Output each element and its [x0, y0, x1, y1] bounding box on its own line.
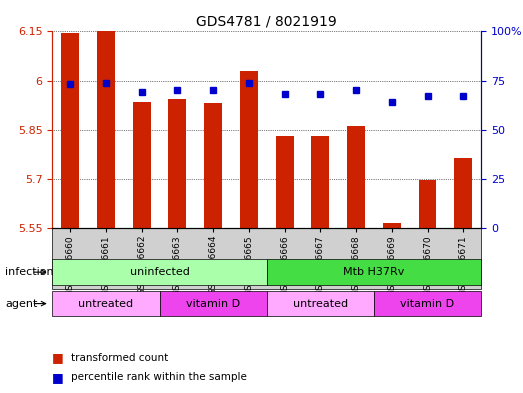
- Bar: [383, 223, 401, 228]
- Text: infection: infection: [5, 267, 54, 277]
- Bar: [347, 127, 365, 228]
- Bar: [168, 99, 186, 228]
- Bar: [418, 180, 437, 228]
- Title: GDS4781 / 8021919: GDS4781 / 8021919: [196, 15, 337, 29]
- Text: vitamin D: vitamin D: [186, 299, 240, 309]
- Text: untreated: untreated: [293, 299, 348, 309]
- Text: Mtb H37Rv: Mtb H37Rv: [343, 267, 405, 277]
- Bar: [276, 136, 293, 228]
- Text: agent: agent: [5, 299, 38, 309]
- Text: vitamin D: vitamin D: [401, 299, 454, 309]
- Text: uninfected: uninfected: [130, 267, 189, 277]
- Text: ■: ■: [52, 351, 64, 364]
- Bar: [97, 30, 115, 228]
- Bar: [240, 71, 258, 228]
- Text: transformed count: transformed count: [71, 353, 168, 363]
- Bar: [133, 102, 151, 228]
- Text: untreated: untreated: [78, 299, 133, 309]
- Bar: [204, 103, 222, 228]
- Text: percentile rank within the sample: percentile rank within the sample: [71, 372, 246, 382]
- Bar: [311, 136, 329, 228]
- Bar: [61, 33, 79, 228]
- Bar: [454, 158, 472, 228]
- Text: ■: ■: [52, 371, 64, 384]
